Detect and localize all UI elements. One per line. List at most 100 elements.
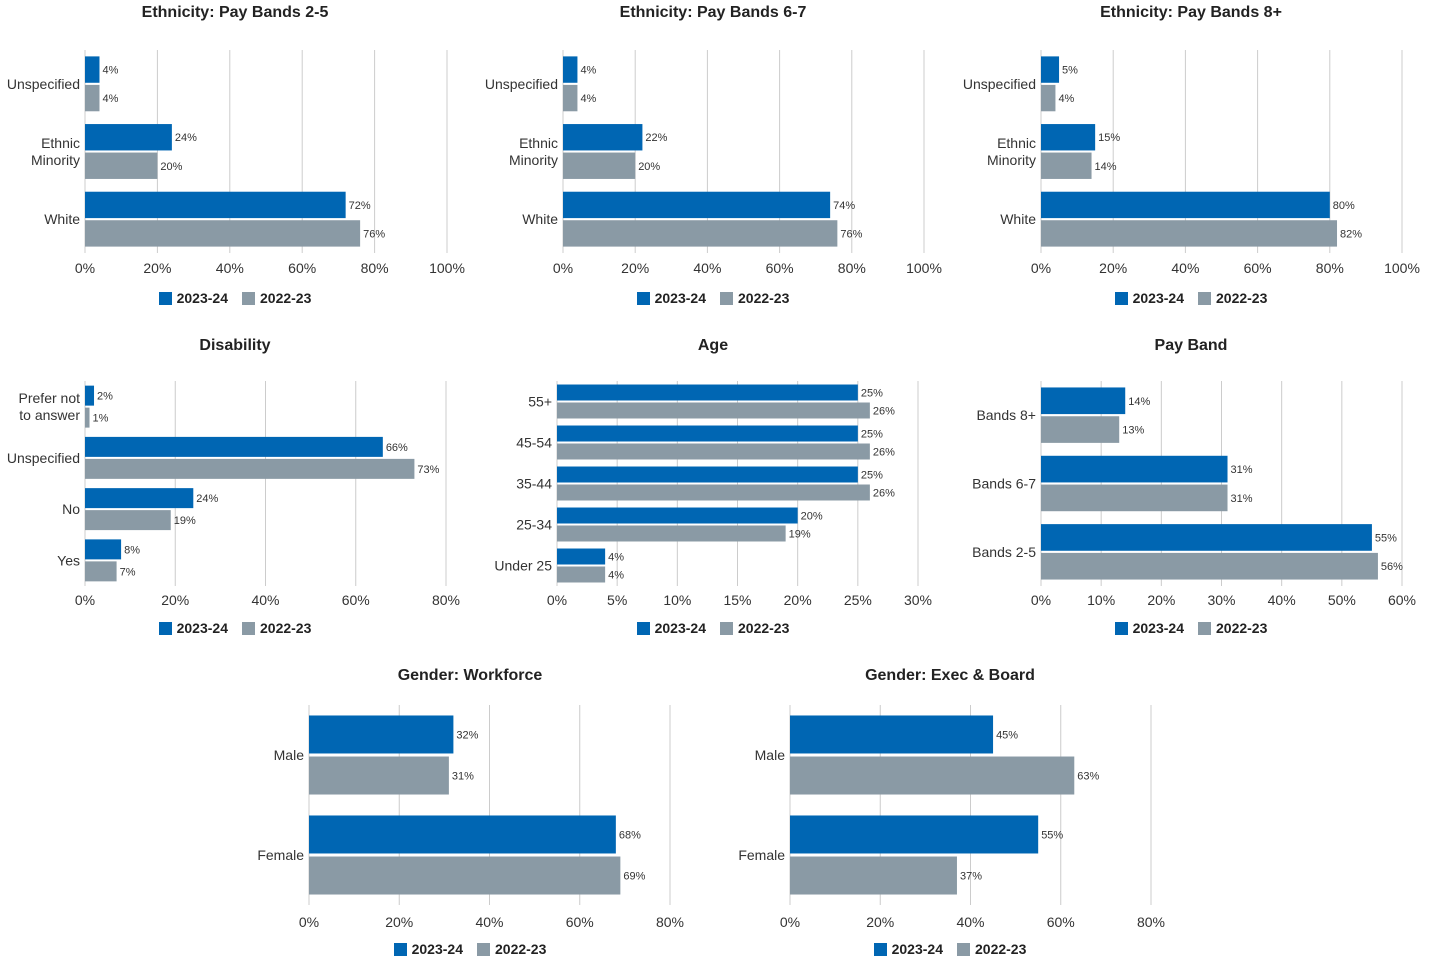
data-label: 37%: [960, 871, 982, 883]
data-label: 26%: [873, 487, 895, 499]
bar-2023-24: [557, 425, 858, 442]
category-label: Male: [755, 747, 786, 763]
data-label: 32%: [456, 729, 478, 741]
bar-chart: Gender: Exec & Board 0% 20% 40% 60% 80% 45% 63%…: [730, 667, 1170, 960]
bar-chart: Gender: Workforce 0% 20% 40% 60% 80% 32% 31% Mal…: [250, 667, 690, 960]
category-label: Prefer not to answer: [19, 390, 81, 423]
category-label: Bands 2-5: [972, 544, 1036, 560]
category-label: Unspecified: [7, 450, 80, 466]
data-label: 55%: [1375, 532, 1397, 544]
category-label: White: [44, 211, 80, 227]
bar-2022-23: [1041, 552, 1378, 580]
bar-2022-23: [85, 458, 415, 479]
bar-2023-24: [309, 715, 454, 754]
data-label: 25%: [861, 429, 883, 441]
legend-label: 2022-23: [1216, 620, 1268, 636]
data-label: 4%: [102, 93, 118, 105]
bar-2023-24: [85, 539, 122, 560]
legend-swatch: [720, 621, 733, 635]
bar-2022-23: [309, 856, 621, 895]
chart-legend: 2023-24 2022-23: [956, 290, 1426, 308]
bar-chart: Age 0% 5% 10% 15% 20% 25% 30% 25% 26% 55+ 25% 26% 45-…: [478, 337, 948, 647]
chart-legend: 2023-24 2022-23: [478, 620, 948, 638]
bar-2022-23: [85, 561, 117, 582]
data-label: 1%: [93, 413, 109, 425]
bar-2022-23: [563, 84, 578, 112]
x-tick-label: 60%: [342, 592, 370, 608]
bar-2023-24: [1041, 191, 1330, 219]
category-label: 45-54: [516, 435, 552, 451]
x-tick-label: 5%: [607, 592, 627, 608]
bar-2022-23: [85, 510, 171, 531]
bar-2022-23: [563, 220, 838, 247]
bar-2022-23: [557, 484, 870, 501]
legend-item: 2022-23: [477, 941, 546, 957]
legend-swatch: [1114, 291, 1128, 305]
x-tick-label: 50%: [1328, 592, 1356, 608]
legend-label: 2022-23: [975, 941, 1027, 957]
category-label: 25-34: [516, 517, 552, 533]
x-tick-label: 60%: [566, 914, 594, 930]
data-label: 20%: [638, 161, 660, 173]
legend-swatch: [242, 621, 255, 635]
legend-label: 2023-24: [1132, 290, 1184, 306]
x-tick-label: 10%: [1087, 592, 1115, 608]
data-label: 7%: [120, 566, 136, 578]
legend-item: 2022-23: [242, 620, 311, 636]
data-label: 68%: [619, 829, 641, 841]
legend-item: 2022-23: [1198, 290, 1267, 306]
bar-2022-23: [1041, 220, 1338, 247]
bar-chart: Disability 0% 20% 40% 60% 80% 2% 1% Prefer not to…: [0, 337, 470, 647]
category-label: White: [522, 211, 558, 227]
category-label: Unspecified: [963, 76, 1036, 92]
data-label: 19%: [174, 515, 196, 527]
legend-item: 2023-24: [158, 620, 228, 636]
legend-item: 2023-24: [636, 620, 706, 636]
category-label: Under 25: [494, 558, 552, 574]
x-tick-label: 30%: [1207, 592, 1235, 608]
bar-2023-24: [563, 191, 831, 219]
data-label: 26%: [873, 405, 895, 417]
legend-swatch: [393, 942, 407, 956]
legend-swatch: [636, 621, 650, 635]
bar-2023-24: [85, 488, 194, 509]
legend-label: 2022-23: [738, 620, 790, 636]
legend-label: 2023-24: [654, 290, 706, 306]
bar-2023-24: [85, 436, 383, 457]
chart-plot: 0% 10% 20% 30% 40% 50% 60% 14% 13% Bands 8+ 31% 31%…: [972, 381, 1416, 608]
legend-label: 2022-23: [495, 941, 547, 957]
data-label: 4%: [1058, 93, 1074, 105]
x-tick-label: 100%: [1384, 260, 1420, 276]
bar-2023-24: [557, 384, 858, 401]
legend-item: 2023-24: [873, 941, 943, 957]
bar-chart: Ethnicity: Pay Bands 8+ 0% 20% 40% 60% 80% 100…: [956, 4, 1426, 314]
bar-2023-24: [1041, 524, 1372, 551]
x-tick-label: 40%: [216, 260, 244, 276]
x-tick-label: 40%: [693, 260, 721, 276]
chart-plot: 0% 20% 40% 60% 80% 100% 4% 4% Unspecified 22% 20% E…: [485, 50, 942, 276]
data-label: 80%: [1333, 200, 1355, 212]
category-label: 35-44: [516, 476, 552, 492]
x-tick-label: 20%: [385, 914, 413, 930]
data-label: 25%: [861, 470, 883, 482]
data-label: 20%: [160, 161, 182, 173]
bar-2023-24: [557, 466, 858, 483]
bar-2023-24: [309, 815, 616, 854]
data-label: 76%: [840, 228, 862, 240]
bar-2022-23: [790, 856, 957, 895]
data-label: 24%: [175, 132, 197, 144]
bar-2022-23: [1041, 416, 1120, 443]
x-tick-label: 60%: [1388, 592, 1416, 608]
legend-swatch: [158, 621, 172, 635]
bar-2022-23: [1041, 484, 1228, 512]
category-label: Female: [738, 847, 785, 863]
data-label: 22%: [645, 132, 667, 144]
x-tick-label: 0%: [547, 592, 567, 608]
bar-chart: Ethnicity: Pay Bands 2-5 0% 20% 40% 60% 80% 10…: [0, 4, 470, 314]
bar-2022-23: [557, 443, 870, 460]
chart-title: Ethnicity: Pay Bands 2-5: [141, 4, 329, 21]
data-label: 82%: [1340, 228, 1362, 240]
legend-swatch: [1198, 291, 1211, 305]
chart-title: Disability: [199, 337, 271, 354]
